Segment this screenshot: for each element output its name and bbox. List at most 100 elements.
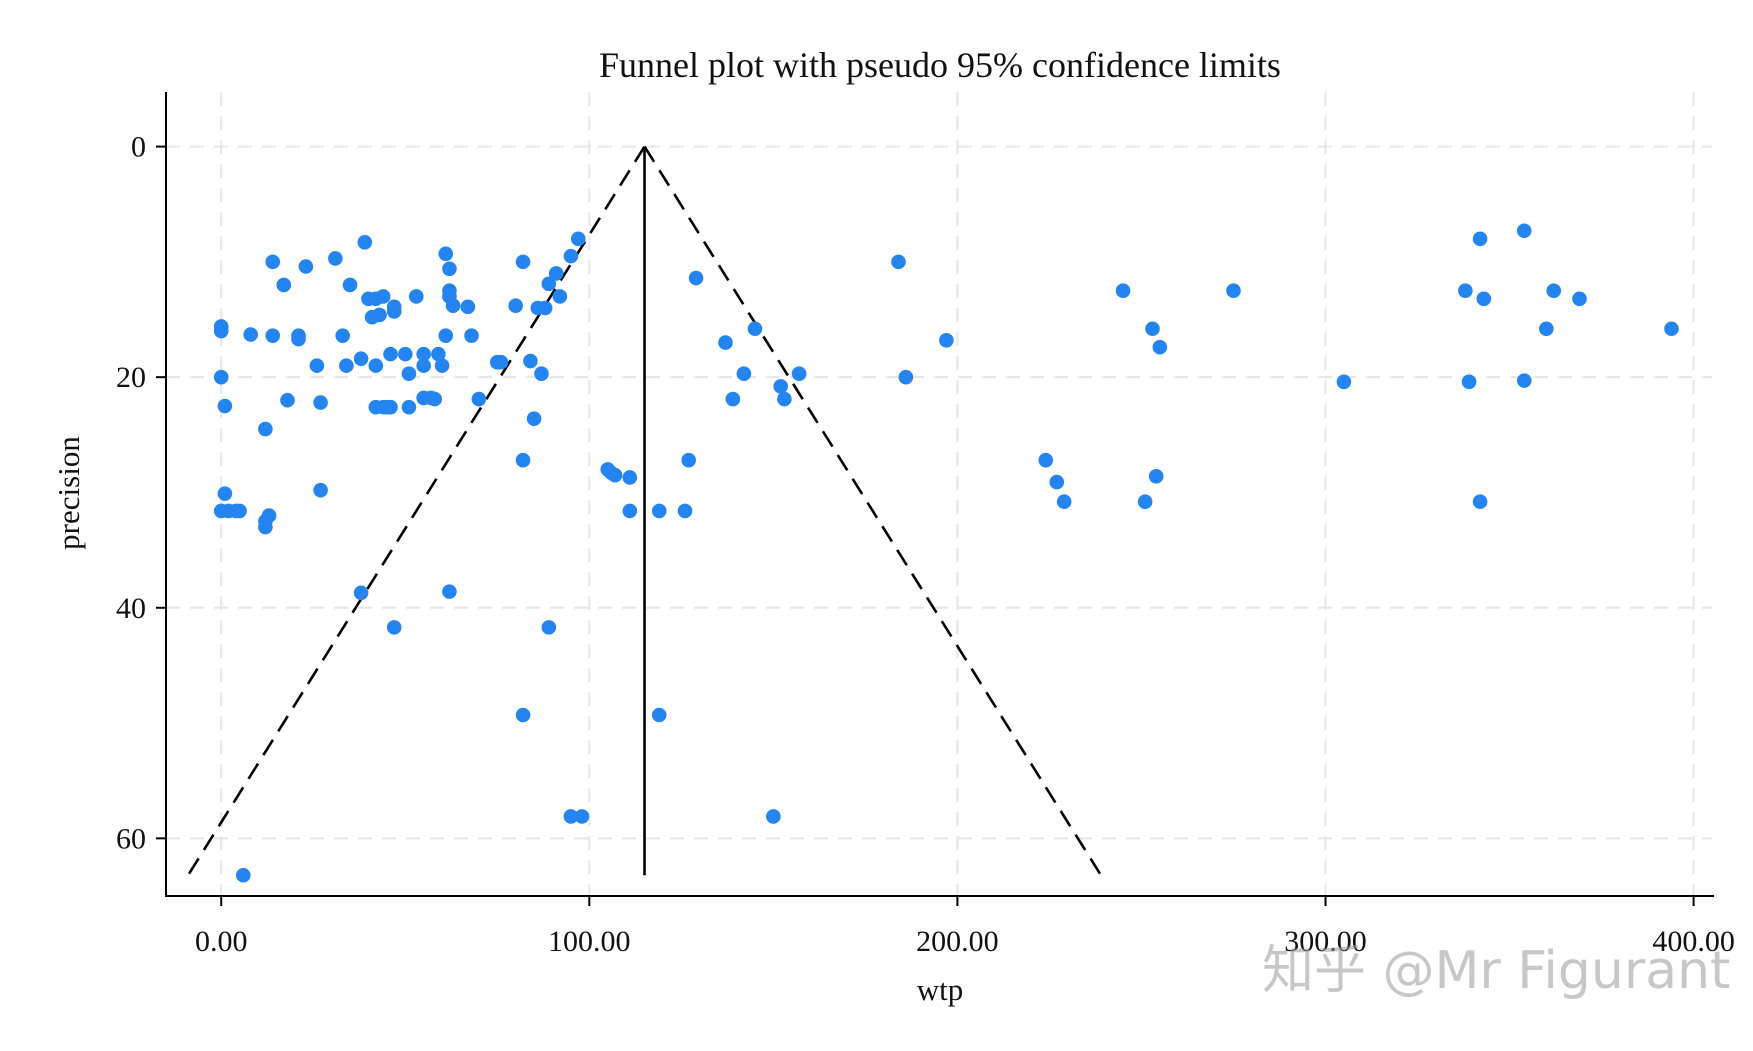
data-point: [265, 328, 281, 343]
data-point: [791, 366, 807, 382]
data-point: [526, 411, 542, 426]
data-point: [681, 452, 696, 468]
data-point: [622, 470, 638, 485]
data-point: [1516, 223, 1532, 239]
axes: [156, 92, 1714, 906]
data-point: [747, 321, 763, 337]
x-tick-label: 100.00: [548, 925, 631, 958]
data-point: [416, 346, 431, 362]
data-point: [427, 391, 443, 407]
data-point: [438, 328, 454, 343]
data-point: [261, 508, 277, 523]
tick-labels: 0.00 100.00 200.00 300.00 400.00 0 20 40 60: [116, 131, 1735, 958]
y-tick-label: 40: [116, 592, 146, 625]
data-point: [1056, 494, 1072, 509]
data-point: [375, 289, 391, 304]
data-point: [725, 391, 741, 407]
data-point: [898, 369, 914, 385]
data-point: [677, 503, 693, 519]
data-point: [548, 266, 564, 281]
data-point: [386, 620, 402, 635]
data-point: [515, 452, 531, 468]
data-point: [1458, 283, 1473, 299]
data-point: [563, 809, 579, 824]
data-point: [541, 620, 557, 635]
data-point: [1152, 339, 1168, 355]
data-point: [508, 298, 523, 313]
data-point: [339, 358, 354, 373]
data-point: [353, 585, 369, 601]
data-point: [891, 254, 906, 270]
data-point: [232, 503, 247, 519]
data-point: [718, 335, 733, 350]
data-point: [537, 300, 553, 316]
data-point: [651, 707, 667, 723]
data-point: [563, 248, 579, 264]
data-point: [534, 366, 549, 382]
data-point: [383, 346, 398, 362]
data-point: [607, 467, 623, 483]
y-axis-label: precision: [51, 436, 86, 550]
data-point: [401, 399, 417, 415]
funnel-left-limit: [186, 145, 646, 876]
data-point: [383, 399, 398, 415]
data-point: [541, 276, 557, 292]
chart-title: Funnel plot with pseudo 95% confidence l…: [599, 45, 1281, 85]
data-point: [766, 809, 781, 824]
data-point: [736, 366, 752, 382]
data-point: [1476, 291, 1492, 307]
data-point: [258, 421, 273, 437]
watermark-text: 知乎 @Mr Figurant: [1262, 941, 1730, 1001]
data-point: [265, 254, 281, 270]
data-point: [298, 259, 314, 274]
data-point: [574, 809, 590, 824]
data-point: [438, 246, 454, 262]
data-point: [217, 486, 233, 501]
data-point: [442, 261, 457, 277]
data-point: [515, 254, 531, 270]
data-point: [1539, 321, 1554, 337]
data-point: [493, 354, 509, 370]
y-tick-label: 60: [116, 822, 146, 855]
data-point: [1148, 469, 1164, 484]
data-point: [213, 323, 229, 339]
data-point: [276, 277, 292, 293]
data-point: [464, 328, 479, 343]
data-point: [368, 358, 384, 373]
data-point: [1049, 474, 1065, 490]
data-point: [1664, 321, 1679, 337]
data-point: [939, 332, 954, 348]
data-point: [552, 289, 568, 304]
data-point: [1472, 231, 1488, 247]
x-tick-label: 0.00: [195, 925, 248, 958]
x-tick-label: 300.00: [1284, 925, 1367, 958]
y-tick-label: 0: [131, 131, 146, 164]
x-tick-label: 200.00: [916, 925, 999, 958]
data-point: [335, 328, 350, 343]
data-point: [353, 351, 369, 367]
data-point: [1461, 374, 1477, 390]
data-point: [688, 270, 704, 286]
data-point: [773, 379, 789, 394]
data-point: [236, 867, 251, 883]
data-point: [386, 299, 402, 315]
x-axis-label: wtp: [917, 972, 964, 1007]
data-point: [313, 482, 328, 498]
data-point: [651, 503, 667, 519]
data-point: [1226, 283, 1241, 299]
data-point: [328, 251, 343, 266]
data-point: [523, 353, 538, 369]
data-point: [309, 358, 325, 373]
data-point: [1336, 374, 1352, 390]
y-tick-label: 20: [116, 361, 146, 394]
data-point: [431, 346, 446, 362]
data-point: [1546, 283, 1562, 299]
data-point: [342, 277, 358, 293]
data-point: [1572, 291, 1587, 307]
data-point: [1115, 283, 1131, 299]
data-points: [213, 223, 1679, 883]
x-tick-label: 400.00: [1652, 925, 1735, 958]
data-point: [357, 234, 373, 250]
data-point: [280, 392, 295, 408]
